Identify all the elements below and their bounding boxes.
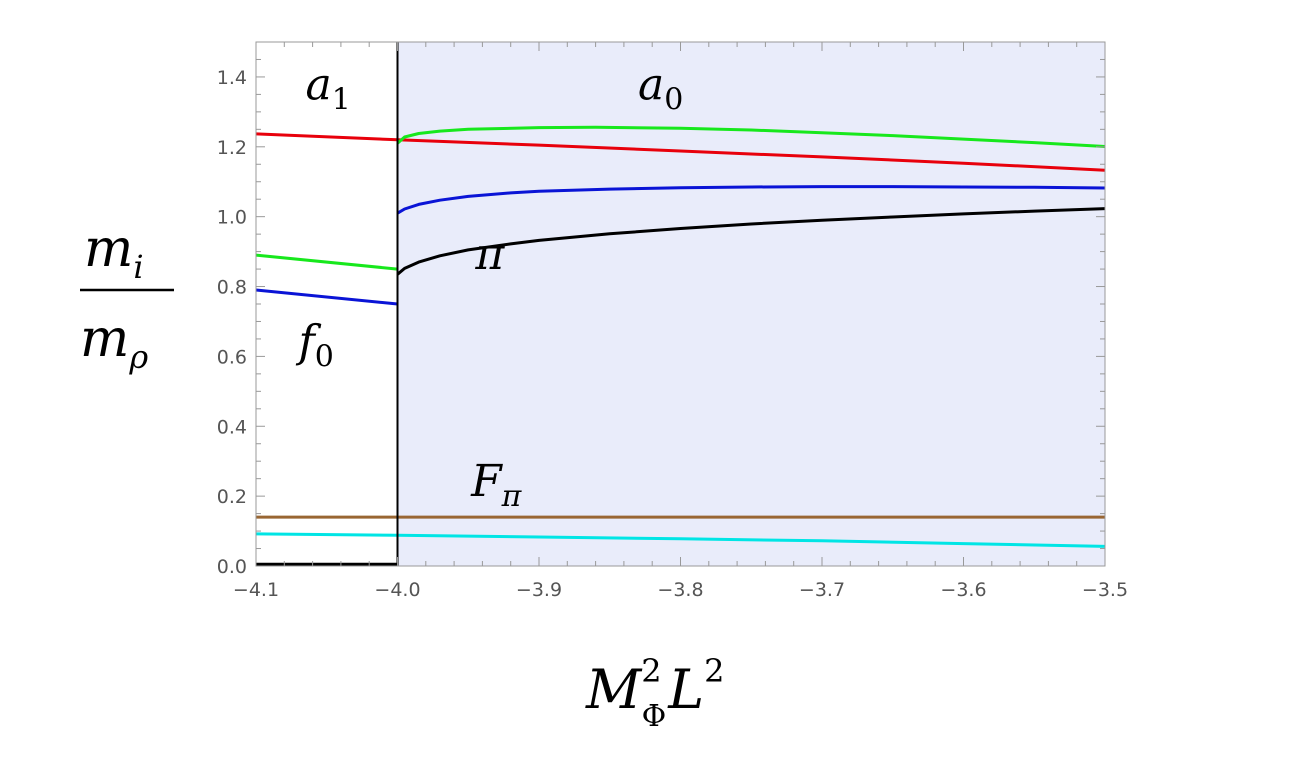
x-tick-label: −3.5: [1082, 579, 1128, 601]
series-green-right-line: [396, 125, 1106, 148]
x-tick-label: −4.1: [233, 579, 279, 601]
x-tick-label: −3.9: [516, 579, 562, 601]
series-blue-left-line: [255, 288, 398, 306]
annotation-a0: a0: [638, 60, 683, 118]
y-tick-label: 0.2: [217, 486, 247, 508]
series-blue-right-line: [396, 185, 1106, 215]
x-tick-label: −4.0: [374, 579, 420, 601]
x-tick-label: −3.7: [799, 579, 845, 601]
ticks-layer: −4.1 −4.0 −3.9 −3.8 −3.7 −3.6 −3.5 0.0 0.2 0.4 0.6…: [217, 41, 1128, 601]
x-tick-label: −3.8: [657, 579, 703, 601]
y-label-numerator: mi: [84, 219, 144, 286]
annotation-Fpi: Fπ: [470, 456, 523, 514]
y-tick-label: 0.4: [217, 416, 247, 438]
y-axis-label: mi mρ: [80, 219, 174, 376]
y-tick-label: 1.2: [217, 137, 247, 159]
series-black-right-line: [396, 207, 1106, 276]
y-label-denominator: mρ: [80, 309, 148, 376]
annotation-a1: a1: [306, 60, 351, 118]
y-tick-label: 1.4: [217, 67, 247, 89]
y-tick-label: 0.0: [217, 556, 247, 578]
y-tick-label: 0.8: [217, 277, 247, 299]
x-axis-label: M2 ΦL2: [585, 652, 724, 734]
annotation-pi: π: [474, 229, 505, 280]
series-green-left-line: [255, 253, 398, 271]
annotation-f0: f0: [295, 316, 333, 374]
x-tick-label: −3.6: [940, 579, 986, 601]
y-tick-label: 1.0: [217, 207, 247, 229]
y-tick-label: 0.6: [217, 346, 247, 368]
